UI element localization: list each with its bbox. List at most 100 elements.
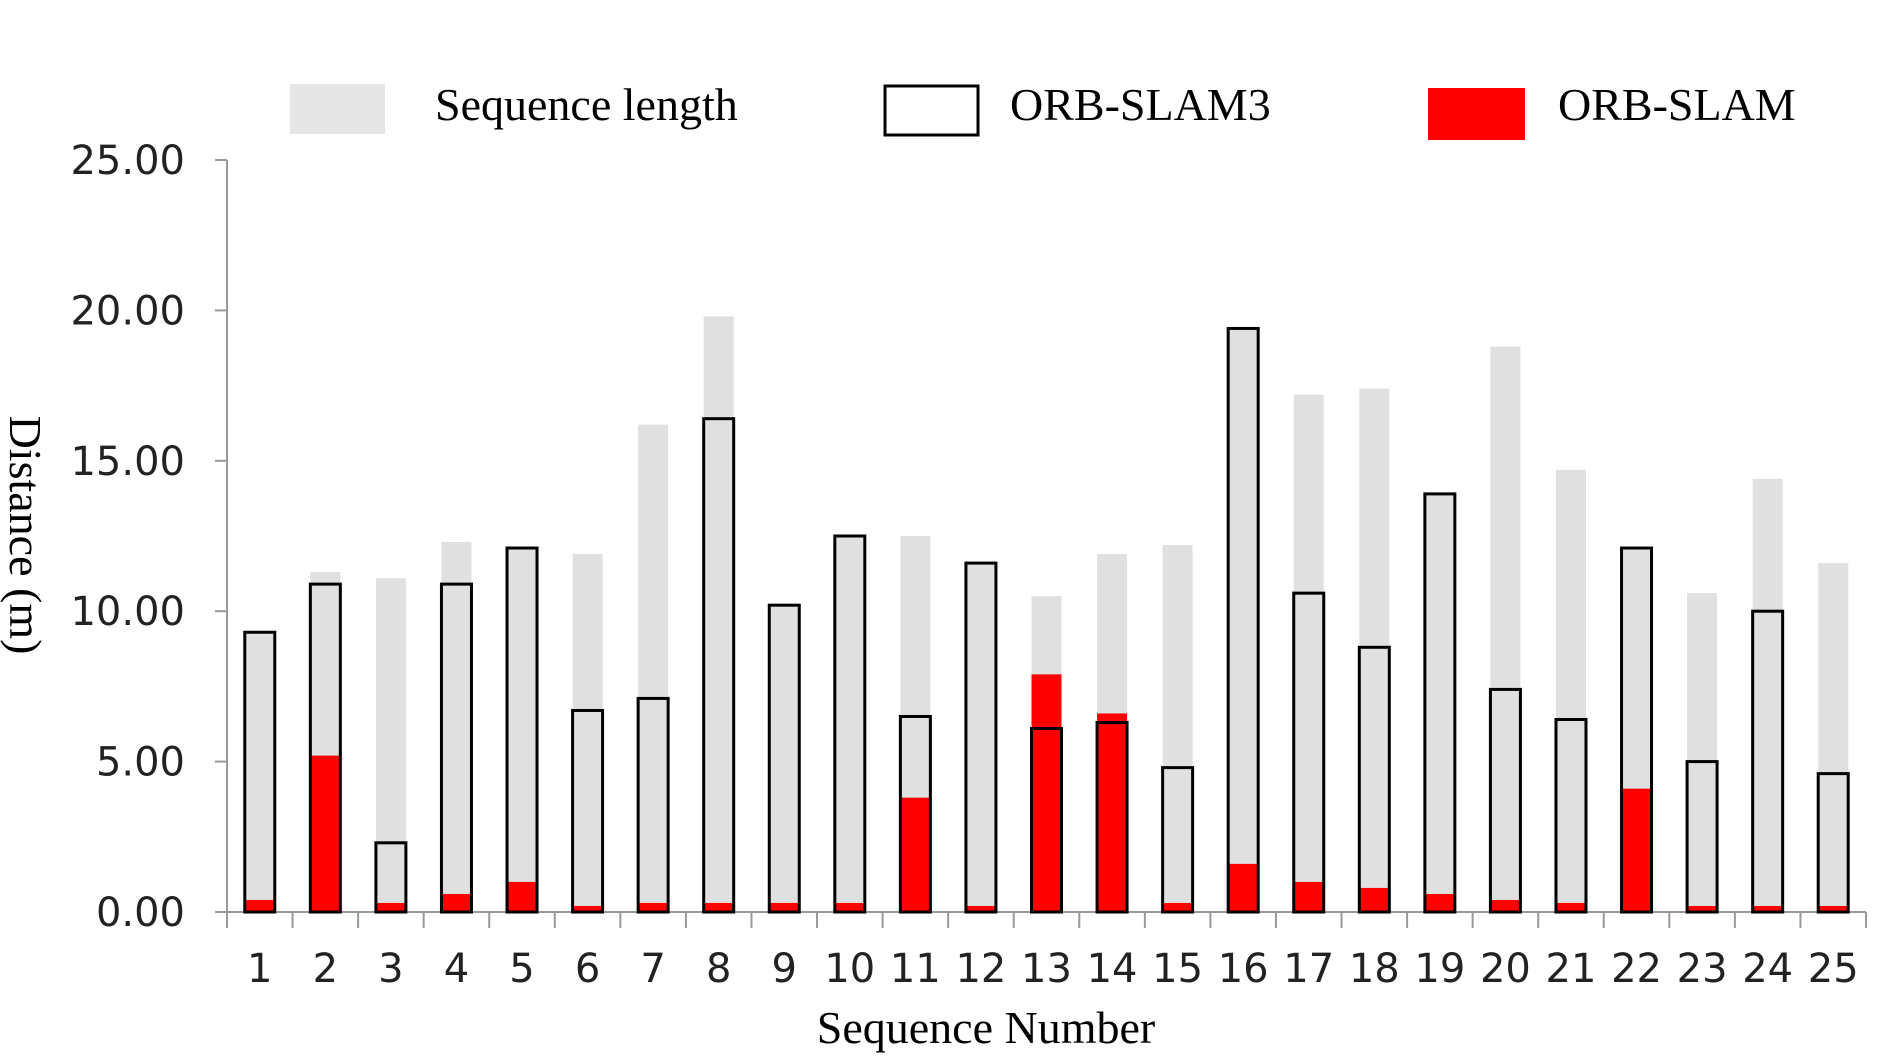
bar-orb-slam bbox=[1162, 902, 1193, 912]
bar-orb-slam3 bbox=[1816, 772, 1850, 914]
x-tick-label: 16 bbox=[1218, 946, 1269, 992]
bar-sequence-length bbox=[1687, 593, 1718, 912]
y-tick-label: 5.00 bbox=[96, 740, 185, 786]
bar-sequence-length bbox=[769, 605, 800, 912]
bar-orb-slam bbox=[1490, 899, 1521, 912]
bar-orb-slam bbox=[1818, 905, 1849, 912]
bar-orb-slam bbox=[310, 755, 341, 912]
bar-sequence-length bbox=[507, 548, 538, 912]
bar-orb-slam3 bbox=[308, 582, 342, 914]
bar-sequence-length bbox=[1162, 545, 1193, 912]
x-tick-label: 24 bbox=[1742, 946, 1793, 992]
bar-orb-slam bbox=[769, 902, 800, 912]
x-tick-label: 17 bbox=[1283, 946, 1334, 992]
bar-orb-slam3 bbox=[1226, 326, 1260, 914]
x-tick-label: 8 bbox=[706, 946, 731, 992]
x-tick-label: 1 bbox=[247, 946, 272, 992]
bar-orb-slam bbox=[1228, 863, 1259, 912]
bar-sequence-length bbox=[965, 563, 996, 912]
bar-sequence-length bbox=[244, 632, 275, 912]
x-axis: 1 2 3 4 5 6 7 8 9 10 11 12 13 14 15 16 17 18 19 20 21 22 23 24 2… bbox=[226, 911, 1867, 992]
bars-group bbox=[243, 316, 1850, 914]
bar-orb-slam3 bbox=[964, 561, 998, 914]
bar-orb-slam bbox=[1424, 893, 1455, 912]
legend-label-sequence-length: Sequence length bbox=[435, 79, 738, 130]
bar-sequence-length bbox=[1424, 493, 1455, 912]
x-tick-label: 10 bbox=[824, 946, 875, 992]
bar-orb-slam3 bbox=[767, 603, 801, 914]
bar-orb-slam bbox=[375, 902, 406, 912]
bar-orb-slam3 bbox=[702, 417, 736, 914]
x-tick-label: 2 bbox=[313, 946, 338, 992]
legend-label-orb-slam: ORB-SLAM bbox=[1558, 79, 1796, 130]
y-tick-label: 25.00 bbox=[70, 138, 185, 184]
bar-orb-slam bbox=[1621, 788, 1652, 912]
bar-orb-slam3 bbox=[243, 630, 277, 914]
x-tick-label: 13 bbox=[1021, 946, 1072, 992]
bar-orb-slam bbox=[1752, 905, 1783, 912]
x-tick-label: 11 bbox=[890, 946, 941, 992]
bar-sequence-length bbox=[703, 316, 734, 912]
x-tick-label: 4 bbox=[444, 946, 469, 992]
x-tick-label: 21 bbox=[1546, 946, 1597, 992]
bar-orb-slam3 bbox=[571, 708, 605, 914]
bar-orb-slam3 bbox=[439, 582, 473, 914]
bar-orb-slam bbox=[638, 902, 669, 912]
x-tick-label: 25 bbox=[1808, 946, 1859, 992]
x-tick-label: 12 bbox=[955, 946, 1006, 992]
bar-orb-slam bbox=[1359, 887, 1390, 912]
bar-sequence-length bbox=[834, 536, 865, 912]
bar-orb-slam3 bbox=[898, 714, 932, 914]
bar-orb-slam bbox=[834, 902, 865, 912]
bar-sequence-length bbox=[441, 542, 472, 912]
bar-sequence-length bbox=[638, 424, 669, 912]
bar-orb-slam3 bbox=[1751, 609, 1785, 914]
legend-swatch-orb-slam bbox=[1428, 88, 1525, 140]
bar-orb-slam bbox=[507, 881, 538, 912]
bar-orb-slam3 bbox=[636, 696, 670, 914]
bar-sequence-length bbox=[1752, 478, 1783, 912]
legend-swatch-orb-slam3 bbox=[883, 84, 980, 137]
x-axis-title: Sequence Number bbox=[817, 1002, 1156, 1053]
x-tick-label: 23 bbox=[1677, 946, 1728, 992]
x-tick-label: 6 bbox=[575, 946, 600, 992]
x-tick-label: 20 bbox=[1480, 946, 1531, 992]
bar-orb-slam3 bbox=[833, 534, 867, 914]
bar-orb-slam bbox=[441, 893, 472, 912]
y-axis-title: Distance (m) bbox=[0, 416, 51, 655]
bar-orb-slam bbox=[703, 902, 734, 912]
bar-sequence-length bbox=[1228, 328, 1259, 912]
bar-orb-slam bbox=[572, 905, 603, 912]
bar-orb-slam3 bbox=[1030, 727, 1063, 914]
bar-orb-slam bbox=[1687, 905, 1718, 912]
y-tick-label: 10.00 bbox=[70, 589, 185, 635]
legend-label-orb-slam3: ORB-SLAM3 bbox=[1010, 79, 1271, 130]
bar-orb-slam3 bbox=[1423, 492, 1457, 914]
bar-orb-slam bbox=[900, 797, 931, 912]
x-tick-label: 14 bbox=[1087, 946, 1138, 992]
bar-sequence-length bbox=[1293, 394, 1324, 912]
bar-orb-slam bbox=[244, 899, 275, 912]
bar-sequence-length bbox=[1359, 388, 1390, 912]
x-tick-label: 9 bbox=[772, 946, 797, 992]
legend-swatch-sequence-length bbox=[290, 84, 385, 134]
bar-orb-slam3 bbox=[505, 546, 539, 914]
x-tick-label: 3 bbox=[378, 946, 403, 992]
y-tick-label: 0.00 bbox=[96, 890, 185, 936]
bar-orb-slam3 bbox=[1357, 645, 1391, 914]
legend: Sequence length ORB-SLAM3 ORB-SLAM bbox=[290, 79, 1796, 140]
bar-orb-slam3 bbox=[1161, 766, 1195, 914]
x-tick-label: 22 bbox=[1611, 946, 1662, 992]
bar-orb-slam3 bbox=[1292, 591, 1326, 914]
y-tick-label: 20.00 bbox=[70, 288, 185, 334]
x-tick-label: 18 bbox=[1349, 946, 1400, 992]
bar-orb-slam bbox=[1293, 881, 1324, 912]
x-tick-label: 19 bbox=[1414, 946, 1465, 992]
bar-sequence-length bbox=[375, 578, 406, 912]
bar-orb-slam bbox=[1097, 713, 1128, 912]
y-axis: 0.00 5.00 10.00 15.00 20.00 25.00 bbox=[70, 138, 228, 936]
y-tick-label: 15.00 bbox=[70, 439, 185, 485]
bar-orb-slam3 bbox=[374, 841, 408, 914]
